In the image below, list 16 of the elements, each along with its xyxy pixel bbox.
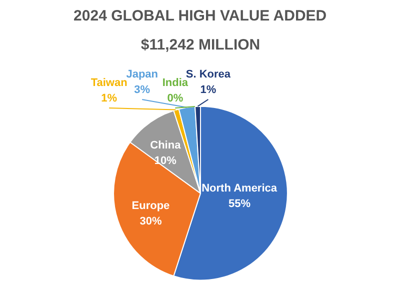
slice-label: Japan bbox=[126, 68, 158, 81]
text: 0% bbox=[167, 92, 184, 105]
category-label: India bbox=[162, 77, 188, 90]
chart-title: 2024 GLOBAL HIGH VALUE ADDED bbox=[74, 8, 327, 24]
data-label: 3% bbox=[134, 84, 150, 96]
chart-subtitle: $11,242 MILLION bbox=[140, 36, 260, 54]
data-label: 55% bbox=[228, 198, 251, 210]
data-label: 10% bbox=[154, 154, 177, 167]
slice-label: S. Korea bbox=[186, 68, 232, 81]
data-label: 1% bbox=[200, 84, 216, 96]
data-label: 30% bbox=[140, 215, 162, 228]
slice-label: China bbox=[150, 139, 182, 152]
slice-label: Taiwan bbox=[90, 77, 128, 90]
slice-label: North America bbox=[202, 182, 278, 195]
data-label: 1% bbox=[101, 92, 118, 105]
slice-label: Europe bbox=[132, 200, 170, 212]
